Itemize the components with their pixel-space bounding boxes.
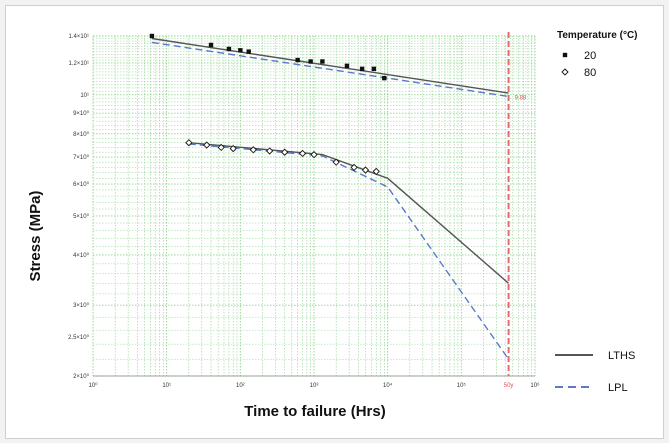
y-tick-label: 1.2×10¹ bbox=[68, 61, 89, 67]
x-tick-label: 10⁵ bbox=[457, 382, 467, 389]
x-tick-label: 10⁰ bbox=[88, 382, 98, 389]
point-series-20 bbox=[382, 75, 387, 81]
legend-line-label-lpl: LPL bbox=[608, 382, 628, 394]
point-series-80 bbox=[281, 148, 289, 156]
point-series-20 bbox=[238, 48, 243, 53]
x-tick-label: 10³ bbox=[310, 383, 319, 389]
point-series-20 bbox=[295, 57, 300, 63]
legend-marker-80 bbox=[561, 68, 569, 76]
x-tick-label: 10⁴ bbox=[383, 382, 393, 389]
fit-line-lpl bbox=[188, 143, 510, 360]
point-series-80 bbox=[249, 146, 257, 154]
legend-marker-20 bbox=[562, 52, 568, 58]
point-series-80 bbox=[310, 150, 318, 159]
x-tick-label: 10¹ bbox=[162, 383, 171, 389]
legend-label-20: 20 bbox=[584, 50, 596, 62]
legend-title: Temperature (°C) bbox=[557, 30, 638, 41]
chart-panel bbox=[5, 5, 664, 439]
y-tick-label: 5×10⁰ bbox=[73, 213, 90, 220]
fit-line-lpl bbox=[151, 41, 509, 98]
point-series-80 bbox=[332, 158, 340, 166]
legend-label-80: 80 bbox=[584, 67, 596, 79]
x-tick-label: 10² bbox=[236, 383, 245, 389]
point-series-80 bbox=[350, 163, 358, 172]
point-series-80 bbox=[372, 167, 380, 176]
point-series-20 bbox=[359, 66, 365, 72]
annotation-value: 9.88 bbox=[515, 96, 527, 102]
grid bbox=[92, 35, 536, 377]
legend-line-label-lths: LTHS bbox=[608, 350, 635, 362]
point-series-80 bbox=[203, 141, 211, 149]
fit-line-lths bbox=[151, 37, 509, 94]
point-series-80 bbox=[185, 139, 193, 147]
y-tick-label: 1.4×10¹ bbox=[68, 34, 89, 40]
x-ticks: 10⁰ 10¹ 10² 10³ 10⁴ 10⁵ 10⁶ bbox=[88, 382, 540, 389]
x-tick-label: 10⁶ bbox=[530, 382, 540, 389]
y-tick-label: 2.5×10⁰ bbox=[68, 334, 90, 341]
legend-lines: LTHS LPL bbox=[555, 350, 635, 394]
y-tick-label: 4×10⁰ bbox=[73, 252, 90, 259]
y-tick-label: 9×10⁰ bbox=[73, 110, 90, 117]
point-series-20 bbox=[320, 59, 325, 64]
y-tick-label: 6×10⁰ bbox=[73, 181, 90, 188]
y-tick-label: 7×10⁰ bbox=[73, 154, 90, 161]
x-axis-title: Time to failure (Hrs) bbox=[244, 403, 385, 420]
data-points bbox=[149, 33, 387, 176]
point-series-20 bbox=[344, 63, 350, 69]
y-ticks: 2×10⁰ 2.5×10⁰ 3×10⁰ 4×10⁰ 5×10⁰ 6×10⁰ 7×10⁰ 8×1… bbox=[68, 34, 90, 380]
y-tick-label: 2×10⁰ bbox=[73, 373, 90, 380]
point-series-20 bbox=[246, 49, 251, 54]
annotations: 9.88 50y bbox=[504, 96, 527, 389]
point-series-80 bbox=[266, 147, 274, 155]
y-tick-label: 8×10⁰ bbox=[73, 131, 90, 138]
point-series-80 bbox=[229, 144, 237, 153]
point-series-80 bbox=[298, 149, 307, 158]
point-series-20 bbox=[208, 42, 214, 48]
fit-lines bbox=[151, 37, 510, 360]
point-series-20 bbox=[149, 33, 155, 39]
point-series-20 bbox=[371, 66, 377, 72]
point-series-20 bbox=[308, 59, 313, 64]
y-tick-label: 3×10⁰ bbox=[73, 302, 90, 309]
point-series-80 bbox=[217, 143, 225, 152]
point-series-80 bbox=[361, 166, 370, 174]
y-axis-title: Stress (MPa) bbox=[27, 191, 44, 282]
point-series-20 bbox=[226, 46, 232, 52]
y-tick-label: 10¹ bbox=[80, 93, 89, 99]
annotation-design-life: 50y bbox=[504, 383, 514, 389]
